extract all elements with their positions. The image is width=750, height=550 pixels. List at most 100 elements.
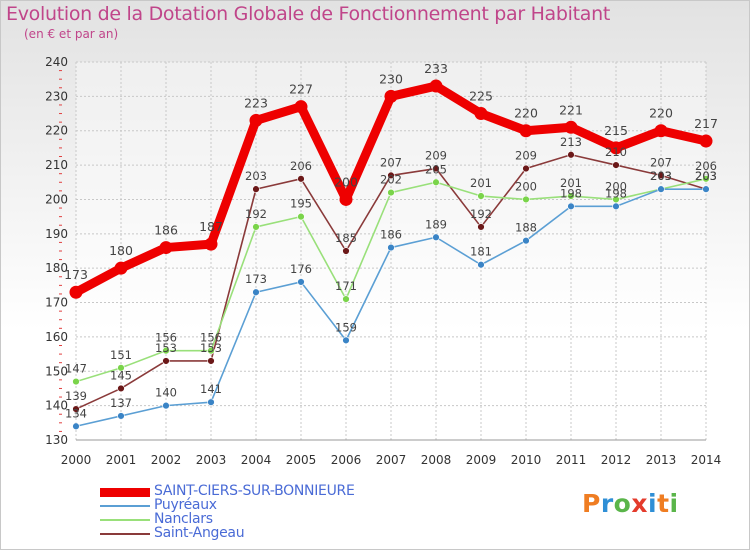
data-point [387, 171, 395, 180]
data-label: 156 [200, 331, 222, 345]
logo-letter: i [669, 489, 679, 518]
y-tick-label: 170 [45, 296, 68, 310]
data-label: 189 [425, 217, 447, 231]
data-point [204, 237, 218, 251]
data-point [342, 336, 350, 345]
logo-letter: t [657, 489, 670, 518]
proxiti-logo: Proxiti [582, 489, 679, 518]
data-label: 198 [560, 186, 582, 200]
data-label: 192 [470, 207, 492, 221]
data-point [477, 192, 485, 200]
y-tick-label: 140 [45, 399, 68, 413]
data-point [159, 241, 173, 255]
data-label: 159 [335, 320, 357, 334]
x-tick-label: 2013 [646, 453, 677, 467]
data-point [432, 164, 440, 173]
data-label: 203 [650, 169, 672, 183]
data-label: 213 [560, 135, 582, 149]
data-label: 187 [199, 219, 223, 234]
data-point [252, 223, 260, 231]
data-label: 220 [649, 106, 673, 121]
data-point [477, 261, 485, 269]
data-point [297, 278, 305, 286]
y-tick-label: 210 [45, 158, 68, 172]
logo-letter: x [631, 489, 648, 518]
data-point [117, 412, 125, 420]
data-point [114, 261, 128, 275]
data-point [297, 175, 305, 183]
y-tick-label: 190 [45, 227, 68, 241]
data-label: 153 [155, 341, 177, 355]
data-label: 195 [290, 197, 312, 211]
data-point [612, 161, 620, 169]
data-point [612, 202, 620, 211]
data-point [72, 405, 80, 413]
data-point [699, 134, 713, 148]
data-label: 225 [469, 89, 493, 104]
data-point [252, 288, 260, 296]
data-point [207, 346, 215, 355]
data-point [162, 346, 170, 355]
x-tick-label: 2004 [241, 453, 272, 467]
data-label: 147 [65, 362, 87, 376]
data-label: 145 [110, 368, 132, 382]
data-point [429, 79, 443, 93]
data-point [342, 295, 350, 303]
data-point [702, 185, 710, 193]
data-point [657, 185, 665, 193]
data-label: 201 [470, 176, 492, 190]
data-label: 233 [424, 61, 448, 76]
x-tick-label: 2010 [511, 453, 542, 467]
data-label: 220 [514, 106, 538, 121]
data-label: 185 [335, 231, 357, 245]
data-label: 141 [200, 382, 222, 396]
data-label: 227 [289, 82, 313, 97]
data-label: 209 [515, 149, 537, 163]
data-point [117, 384, 125, 393]
data-point [162, 357, 170, 365]
data-point [567, 202, 575, 211]
legend-label: Puyréaux [154, 497, 217, 513]
data-point [522, 164, 530, 173]
y-tick-label: 150 [45, 364, 68, 378]
legend-swatch [100, 505, 150, 507]
data-label: 188 [515, 221, 537, 235]
legend-swatch [100, 533, 150, 535]
data-label: 181 [470, 245, 492, 259]
data-label: 206 [290, 159, 312, 173]
data-label: 207 [650, 155, 672, 169]
x-tick-label: 2002 [151, 453, 182, 467]
data-point [657, 171, 665, 180]
y-tick-label: 180 [45, 261, 68, 275]
data-label: 200 [515, 179, 537, 193]
x-tick-label: 2014 [691, 453, 722, 467]
chart-subtitle: (en € et par an) [24, 27, 119, 41]
x-tick-label: 2009 [466, 453, 497, 467]
data-point [69, 285, 83, 299]
data-point [477, 223, 485, 231]
legend-swatch [100, 519, 150, 521]
data-label: 180 [109, 243, 133, 258]
data-label: 202 [380, 173, 402, 187]
data-point [207, 357, 215, 365]
legend-label: Nanclars [154, 511, 213, 527]
data-point [654, 124, 668, 138]
data-label: 215 [604, 123, 628, 138]
legend-label: SAINT-CIERS-SUR-BONNIEURE [154, 483, 355, 499]
data-label: 153 [200, 341, 222, 355]
data-label: 156 [155, 331, 177, 345]
data-point [432, 178, 440, 186]
data-label: 139 [65, 389, 87, 403]
data-point [519, 124, 533, 138]
data-point [702, 175, 710, 183]
data-label: 217 [694, 116, 718, 131]
series-lines [69, 79, 713, 430]
data-label: 209 [425, 149, 447, 163]
x-tick-label: 2008 [421, 453, 452, 467]
data-label: 206 [695, 159, 717, 173]
data-label: 200 [334, 174, 358, 189]
data-label: 134 [65, 406, 87, 420]
data-point [342, 247, 350, 255]
